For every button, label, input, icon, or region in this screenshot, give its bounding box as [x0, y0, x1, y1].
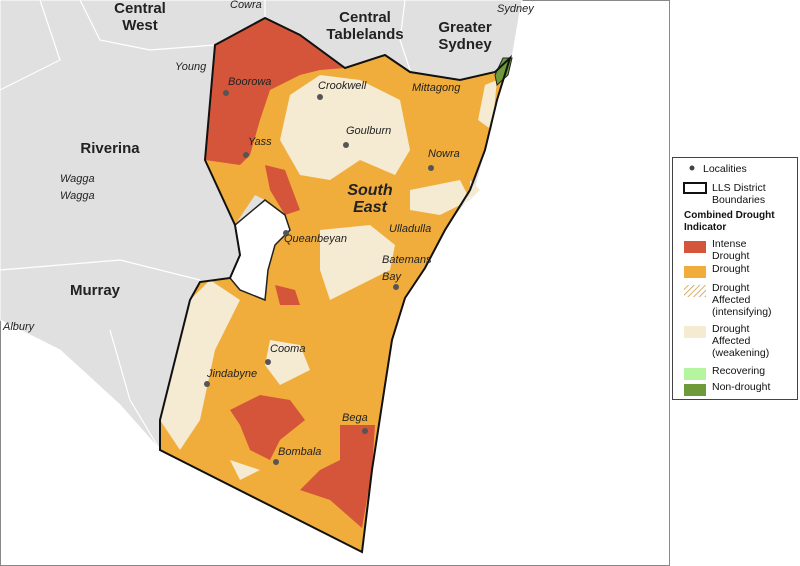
locality-dot [393, 284, 399, 290]
intense-drought-areas [205, 18, 375, 528]
legend-boundary-swatch [683, 182, 707, 194]
locality-label: Bombala [278, 446, 321, 458]
locality-dot [265, 359, 271, 365]
legend: Localities LLS District Boundaries Combined… [683, 163, 775, 396]
legend-swatch [684, 326, 706, 338]
legend-title: Combined Drought Indicator [684, 210, 775, 233]
locality-label: Albury [2, 321, 36, 333]
locality-label: Batemans Bay [382, 254, 432, 283]
locality-label: Ulladulla [389, 223, 431, 235]
legend-label: Recovering [712, 365, 765, 377]
locality-dot [317, 94, 323, 100]
locality-label: Crookwell [318, 80, 367, 92]
localities: Cowra Sydney Young Boorowa Crookwell Mittagon… [2, 0, 535, 465]
legend-swatch [684, 241, 706, 253]
locality-dot [223, 90, 229, 96]
locality-label: Mittagong [412, 82, 461, 94]
legend-swatch [684, 266, 706, 278]
locality-label: Boorowa [228, 76, 271, 88]
locality-dot [283, 230, 289, 236]
locality-dot [343, 142, 349, 148]
locality-label: Young [175, 61, 207, 73]
locality-dot [204, 381, 210, 387]
locality-label: Bega [342, 412, 368, 424]
legend-label: LLS District Boundaries [712, 182, 766, 206]
legend-swatch [684, 285, 706, 297]
locality-dot [362, 428, 368, 434]
region-label: South East [347, 182, 393, 216]
legend-label: Drought [712, 263, 749, 275]
legend-swatch [684, 368, 706, 380]
legend-label: Non-drought [712, 381, 770, 393]
locality-dot [243, 152, 249, 158]
locality-label: Nowra [428, 148, 460, 160]
drought-weakening-areas [160, 75, 497, 480]
region-label: Murray [70, 282, 121, 299]
legend-box [672, 157, 798, 400]
locality-label: Sydney [497, 3, 535, 15]
district-boundary [159, 16, 513, 554]
legend-label: Drought Affected (intensifying) [712, 282, 772, 318]
locality-label: Cowra [230, 0, 262, 11]
legend-label: Drought Affected (weakening) [712, 323, 769, 359]
locality-label: Queanbeyan [284, 233, 347, 245]
legend-locality-dot [689, 165, 695, 171]
locality-dot [428, 165, 434, 171]
locality-dot [273, 459, 279, 465]
region-label: Greater Sydney [438, 19, 492, 53]
region-label: Central West [114, 0, 166, 34]
legend-swatch [684, 384, 706, 396]
district-lines [0, 0, 411, 451]
legend-label: Localities [703, 163, 747, 175]
region-label: Riverina [80, 140, 140, 157]
locality-label: Jindabyne [206, 368, 257, 380]
region-label: Central Tablelands [326, 9, 403, 43]
legend-label: Intense Drought [712, 238, 749, 262]
locality-label: Wagga Wagga [60, 173, 95, 202]
locality-label: Yass [248, 136, 272, 148]
locality-label: Cooma [270, 343, 305, 355]
locality-label: Goulburn [346, 125, 391, 137]
